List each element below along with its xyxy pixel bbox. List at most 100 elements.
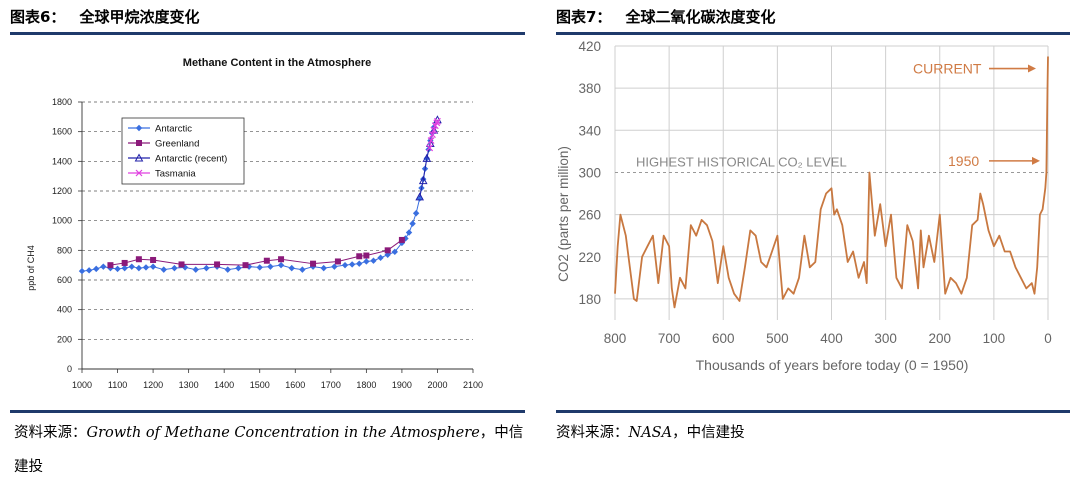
- methane-point: [415, 192, 425, 201]
- methane-legend-label: Antarctic (recent): [155, 154, 227, 165]
- methane-point: [150, 256, 157, 263]
- methane-chart-title: Methane Content in the Atmosphere: [183, 57, 371, 69]
- co2-y-tick-label: 420: [578, 39, 601, 54]
- methane-x-tick-label: 2000: [427, 380, 447, 390]
- co2-x-tick-label: 800: [604, 331, 627, 346]
- methane-point: [348, 261, 356, 268]
- methane-point: [422, 153, 432, 162]
- methane-point: [85, 267, 93, 274]
- methane-point: [426, 144, 434, 152]
- methane-x-tick-label: 1900: [392, 380, 412, 390]
- methane-point: [334, 258, 341, 265]
- methane-point: [370, 257, 377, 264]
- co2-x-tick-label: 0: [1044, 331, 1052, 346]
- methane-point: [363, 252, 370, 259]
- methane-point: [192, 266, 199, 273]
- left-source-text: Growth of Methane Concentration in the A…: [86, 425, 480, 441]
- right-source-prefix: 资料来源：: [556, 425, 629, 441]
- methane-point: [100, 263, 107, 270]
- co2-x-tick-label: 300: [874, 331, 897, 346]
- co2-x-tick-label: 200: [928, 331, 951, 346]
- methane-x-tick-label: 1600: [285, 380, 305, 390]
- methane-point: [429, 131, 436, 139]
- right-source-note: 资料来源：NASA，中信建投: [556, 416, 1070, 450]
- methane-x-tick-label: 1200: [143, 380, 163, 390]
- methane-point: [412, 210, 420, 217]
- methane-y-tick-label: 600: [57, 275, 72, 285]
- methane-point: [299, 266, 306, 273]
- methane-point: [134, 153, 144, 162]
- co2-x-tick-label: 500: [766, 331, 789, 346]
- right-source-text: NASA: [628, 425, 673, 441]
- methane-point: [135, 169, 143, 177]
- left-footer-rule: [10, 410, 525, 413]
- methane-y-tick-label: 1200: [52, 186, 72, 196]
- methane-y-tick-label: 800: [57, 245, 72, 255]
- methane-point: [263, 257, 270, 264]
- methane-legend-label: Tasmania: [155, 169, 196, 180]
- methane-point: [356, 253, 363, 260]
- co2-x-tick-label: 600: [712, 331, 735, 346]
- methane-point: [384, 247, 391, 254]
- methane-point: [242, 262, 249, 269]
- methane-point: [135, 256, 142, 263]
- co2-x-axis-label: Thousands of years before today (0 = 195…: [696, 357, 969, 373]
- right-figure-label: 图表7：: [556, 8, 612, 26]
- co2-current-arrow-head: [1028, 64, 1036, 73]
- left-figure-label: 图表6：: [10, 8, 66, 26]
- left-figure-title: 图表6： 全球甲烷浓度变化: [10, 6, 199, 27]
- methane-x-tick-label: 1300: [179, 380, 199, 390]
- methane-point: [277, 261, 285, 269]
- co2-annotation-1950: 1950: [948, 153, 979, 169]
- methane-point: [288, 264, 295, 272]
- methane-y-axis-label: ppb of CH4: [26, 245, 36, 291]
- methane-point: [430, 126, 438, 134]
- left-figure-title-text: 全球甲烷浓度变化: [79, 8, 200, 26]
- left-header-rule: [10, 32, 525, 35]
- methane-x-tick-label: 2100: [463, 380, 483, 390]
- methane-y-tick-label: 400: [57, 305, 72, 315]
- co2-y-tick-label: 300: [578, 165, 601, 180]
- methane-point: [320, 264, 327, 272]
- co2-x-tick-label: 700: [658, 331, 681, 346]
- methane-point: [391, 248, 398, 256]
- co2-y-tick-label: 260: [578, 208, 601, 223]
- methane-x-tick-label: 1700: [321, 380, 341, 390]
- methane-x-tick-label: 1000: [72, 380, 92, 390]
- methane-point: [427, 137, 435, 144]
- methane-point: [398, 236, 405, 243]
- methane-point: [377, 254, 384, 261]
- methane-point: [78, 267, 86, 275]
- co2-series-line: [614, 56, 1049, 309]
- methane-chart: Methane Content in the Atmosphere 0 200 40…: [26, 57, 483, 390]
- methane-point: [363, 258, 370, 265]
- methane-point: [310, 260, 317, 267]
- right-header-rule: [556, 32, 1070, 35]
- right-figure-title-text: 全球二氧化碳浓度变化: [625, 8, 776, 26]
- methane-point: [341, 261, 349, 269]
- methane-point: [128, 263, 135, 270]
- methane-y-tick-label: 0: [67, 364, 72, 374]
- methane-point: [114, 265, 121, 273]
- methane-legend-label: Greenland: [155, 139, 199, 150]
- methane-point: [256, 264, 263, 271]
- methane-point: [331, 263, 338, 270]
- methane-point: [235, 264, 242, 272]
- methane-point: [149, 263, 157, 270]
- left-source-line2: 建投: [14, 459, 43, 475]
- methane-y-tick-label: 1000: [52, 216, 72, 226]
- co2-y-axis-label: CO2 (parts per million): [556, 146, 571, 282]
- methane-x-tick-label: 1400: [214, 380, 234, 390]
- methane-point: [142, 264, 150, 271]
- left-source-suffix: ，中信: [479, 425, 524, 441]
- methane-point: [171, 264, 178, 272]
- methane-point: [203, 264, 210, 272]
- co2-x-tick-label: 100: [983, 331, 1006, 346]
- co2-y-tick-label: 220: [578, 250, 601, 265]
- right-figure-title: 图表7： 全球二氧化碳浓度变化: [556, 6, 775, 27]
- methane-point: [214, 261, 221, 268]
- methane-point: [135, 264, 143, 272]
- co2-1950-arrow-head: [1032, 156, 1040, 165]
- methane-point: [405, 229, 413, 236]
- methane-x-tick-label: 1500: [250, 380, 270, 390]
